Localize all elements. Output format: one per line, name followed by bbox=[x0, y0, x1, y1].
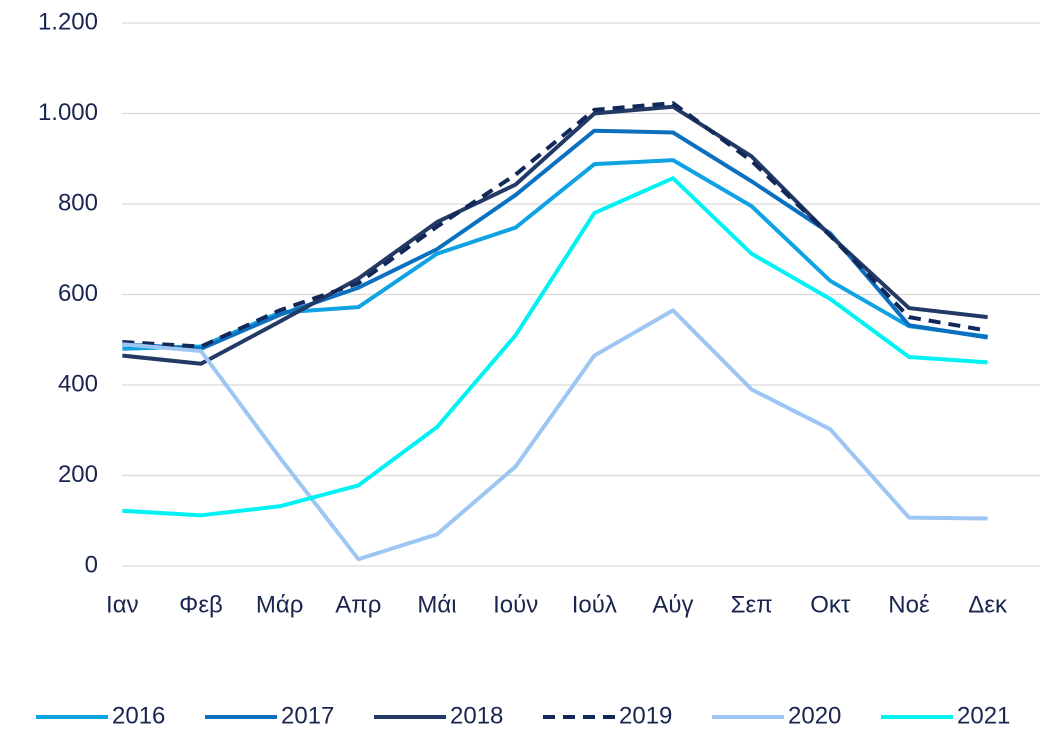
series-line bbox=[122, 308, 988, 562]
x-tick-label: Ιούλ bbox=[572, 591, 617, 618]
y-tick-label: 1.000 bbox=[38, 99, 98, 126]
x-tick-label: Απρ bbox=[335, 591, 381, 618]
y-tick-label: 800 bbox=[58, 189, 98, 216]
x-tick-label: Νοέ bbox=[888, 591, 930, 618]
y-tick-label: 1.200 bbox=[38, 8, 98, 35]
x-tick-label: Αύγ bbox=[652, 591, 693, 618]
series-line bbox=[122, 128, 988, 351]
x-tick-label: Μάρ bbox=[256, 591, 304, 618]
x-tick-label: Δεκ bbox=[968, 591, 1008, 618]
y-tick-label: 0 bbox=[85, 551, 98, 578]
x-tick-label: Οκτ bbox=[810, 591, 851, 618]
legend-label: 2017 bbox=[281, 702, 334, 729]
x-tick-label: Ιούν bbox=[493, 591, 538, 618]
legend-label: 2018 bbox=[450, 702, 503, 729]
x-tick-label: Σεπ bbox=[731, 591, 773, 618]
legend-label: 2021 bbox=[957, 702, 1010, 729]
x-tick-label: Φεβ bbox=[179, 591, 223, 618]
series-line bbox=[122, 176, 988, 518]
y-tick-label: 200 bbox=[58, 461, 98, 488]
series-line bbox=[122, 101, 989, 349]
x-tick-label: Ιαν bbox=[106, 591, 139, 618]
legend-label: 2016 bbox=[112, 702, 165, 729]
legend-label: 2020 bbox=[788, 702, 841, 729]
y-tick-label: 600 bbox=[58, 280, 98, 307]
x-tick-label: Μάι bbox=[417, 591, 456, 618]
y-tick-label: 400 bbox=[58, 370, 98, 397]
legend-label: 2019 bbox=[619, 702, 672, 729]
